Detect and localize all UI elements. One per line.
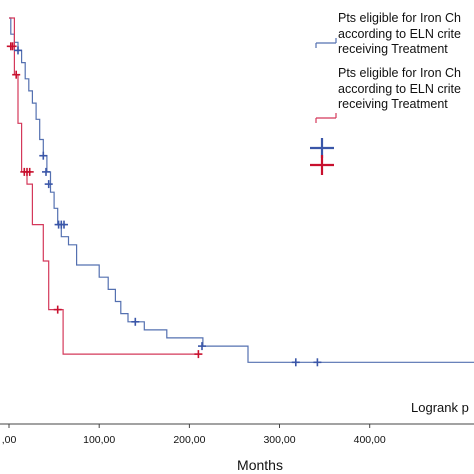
logrank-annotation: Logrank p: [411, 400, 469, 415]
legend-series-1-line-3: receiving Treatment: [338, 42, 448, 56]
survival-curve-series-1: [9, 17, 474, 363]
censor-mark-series-1-4: [44, 180, 53, 189]
legend-series-2-line-1: Pts eligible for Iron Ch: [338, 66, 461, 80]
x-tick-label-4: 300,00: [263, 434, 295, 446]
censor-mark-series-1-9: [198, 342, 206, 351]
legend-censor-series-1: [310, 138, 334, 158]
censor-mark-series-2-2: [8, 42, 17, 51]
censor-mark-series-2-8: [194, 350, 203, 359]
legend-censor-series-2: [310, 155, 334, 175]
censor-mark-series-2-6: [25, 167, 34, 176]
x-axis-label: Months: [237, 457, 283, 473]
censor-mark-series-1-3: [42, 167, 50, 176]
censor-mark-series-1-1: [14, 46, 22, 55]
survival-curve-series-2: [9, 17, 199, 355]
censor-mark-series-1-7: [60, 220, 68, 229]
x-tick-label-2: 100,00: [83, 434, 115, 446]
x-axis-ticks: ,00 100,00 200,00 300,00 400,00: [2, 424, 386, 446]
x-tick-label-3: 200,00: [173, 434, 205, 446]
censor-mark-series-1-2: [39, 151, 48, 160]
censor-mark-series-1-8: [131, 317, 140, 326]
censor-mark-series-1-11: [313, 358, 322, 367]
legend-series-1-line-2: according to ELN crite: [338, 27, 461, 41]
legend-series-2-line-2: according to ELN crite: [338, 82, 461, 96]
censor-layer: [6, 42, 322, 367]
legend-series-2-line-3: receiving Treatment: [338, 97, 448, 111]
censor-mark-series-1-10: [291, 358, 300, 367]
censor-mark-series-2-7: [53, 305, 62, 314]
legend: Pts eligible for Iron Ch according to EL…: [310, 11, 461, 175]
legend-series-1-line-1: Pts eligible for Iron Ch: [338, 11, 461, 25]
x-tick-label-5: 400,00: [354, 434, 386, 446]
censor-mark-series-2-3: [12, 70, 21, 79]
x-tick-label-1: ,00: [2, 434, 17, 446]
